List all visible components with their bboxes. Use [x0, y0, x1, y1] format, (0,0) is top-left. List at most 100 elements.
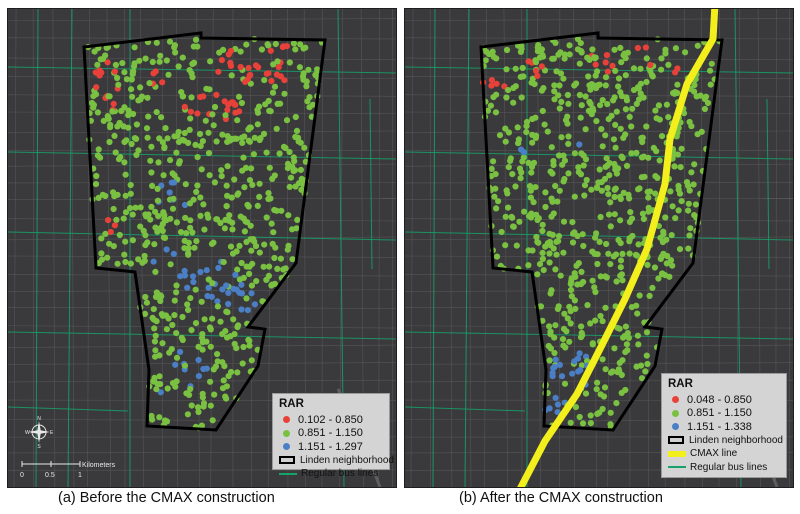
street: [52, 9, 56, 487]
rar-point: [156, 414, 163, 421]
street: [405, 362, 793, 365]
rar-point: [125, 124, 132, 131]
legend-class-mid: 0.851 - 1.150: [279, 427, 383, 441]
rar-point: [163, 57, 170, 64]
rar-point: [120, 215, 127, 222]
rar-point: [577, 40, 584, 47]
rar-point: [93, 84, 100, 91]
rar-point: [519, 158, 526, 165]
rar-point: [573, 262, 580, 269]
rar-point: [519, 64, 526, 72]
rar-point: [234, 369, 241, 376]
street: [468, 9, 472, 487]
rar-point: [205, 284, 212, 291]
rar-point: [638, 154, 646, 161]
rar-point: [239, 139, 246, 146]
rar-point: [537, 303, 545, 310]
rar-point: [644, 360, 651, 368]
rar-point: [685, 207, 692, 214]
rar-point: [153, 39, 160, 46]
rar-point: [107, 124, 114, 131]
rar-point: [129, 211, 136, 218]
rar-point: [150, 258, 157, 265]
rar-point: [648, 71, 655, 79]
rar-point: [214, 303, 221, 310]
rar-point: [169, 205, 177, 212]
rar-point: [221, 225, 228, 232]
rar-point: [254, 202, 261, 209]
rar-point: [612, 144, 619, 151]
rar-point: [263, 149, 270, 156]
rar-point: [552, 182, 559, 190]
rar-point: [247, 236, 254, 243]
rar-point: [594, 68, 601, 75]
rar-point: [502, 242, 509, 249]
rar-point: [535, 45, 542, 52]
rar-point: [626, 250, 633, 257]
rar-point: [184, 301, 191, 308]
rar-point: [707, 81, 714, 88]
map-panel-after: RAR 0.048 - 0.850 0.851 - 1.150 1.151 - …: [404, 8, 794, 488]
rar-point: [669, 203, 676, 210]
rar-point: [525, 247, 532, 254]
rar-point: [177, 348, 184, 355]
rar-point: [616, 359, 623, 366]
rar-point: [203, 267, 210, 274]
rar-point: [493, 80, 500, 87]
rar-point: [268, 220, 275, 227]
rar-point: [90, 104, 97, 111]
rar-point: [218, 173, 225, 180]
rar-point: [598, 187, 605, 194]
rar-point: [617, 217, 624, 224]
rar-point: [556, 82, 563, 89]
rar-point: [634, 310, 641, 317]
rar-point: [130, 68, 137, 75]
rar-point: [169, 380, 177, 387]
rar-point: [607, 261, 614, 268]
rar-point: [297, 166, 304, 173]
bus-line: [405, 231, 793, 241]
street: [405, 94, 793, 97]
rar-point: [263, 214, 270, 221]
rar-point: [512, 183, 519, 190]
rar-point: [574, 281, 581, 288]
rar-point: [243, 295, 250, 302]
rar-point: [217, 318, 224, 325]
map-panel-before: N S W E Kilometers 0 0.5 1 RAR 0.102 - 0…: [7, 8, 397, 488]
rar-point: [492, 185, 499, 192]
rar-point: [184, 411, 191, 418]
rar-point: [662, 46, 669, 53]
rar-point: [181, 201, 189, 209]
rar-point: [209, 417, 216, 424]
rar-point: [222, 328, 229, 335]
rar-point: [583, 176, 590, 184]
rar-point: [195, 408, 202, 416]
rar-point: [232, 109, 239, 116]
rar-point: [201, 316, 208, 323]
rar-point: [685, 200, 692, 207]
rar-point: [495, 198, 502, 205]
rar-point: [106, 240, 113, 247]
rar-point: [652, 173, 659, 180]
rar-point: [211, 179, 218, 186]
rar-point: [187, 115, 194, 122]
compass-east: E: [50, 430, 54, 436]
rar-point: [181, 272, 188, 279]
rar-point: [551, 82, 558, 89]
rar-point: [154, 197, 161, 204]
rar-point: [251, 301, 258, 308]
rar-point: [265, 42, 272, 49]
rar-point: [223, 182, 230, 189]
rar-point: [222, 112, 229, 119]
rar-point: [557, 272, 564, 279]
rar-point: [274, 265, 281, 272]
rar-point: [618, 153, 625, 160]
rar-point: [555, 92, 562, 99]
rar-point: [517, 175, 524, 182]
rar-point: [673, 133, 680, 140]
rar-point: [585, 107, 592, 114]
bus-line: [464, 9, 470, 487]
rar-point: [626, 113, 633, 120]
rar-point: [502, 125, 509, 132]
rar-point: [113, 216, 120, 223]
